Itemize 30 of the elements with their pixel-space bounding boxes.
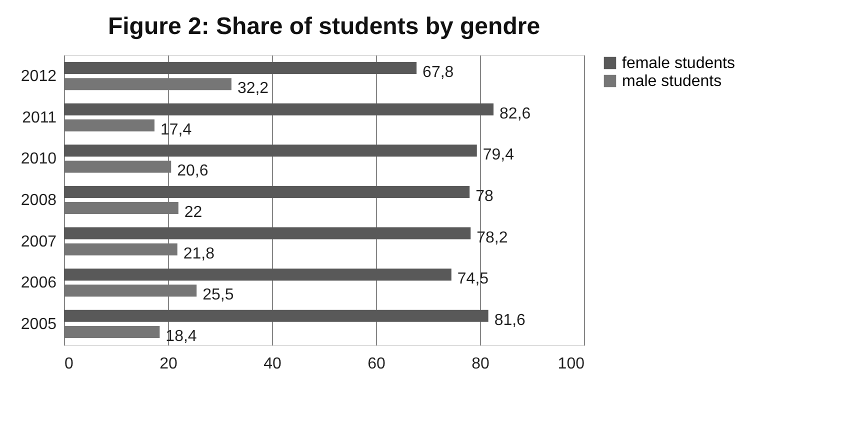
data-label: 74,5 [457,270,489,288]
data-label: 82,6 [500,105,531,122]
data-label: 32,2 [237,80,269,98]
chart-title: Figure 2: Share of students by gendre [108,13,540,40]
data-label: 18,4 [166,328,197,345]
y-tick-label: 2008 [20,192,57,209]
y-tick-label: 2005 [20,316,57,333]
data-label: 79,4 [482,146,514,164]
legend-label: male students [622,73,722,90]
data-label: 25,5 [202,286,234,304]
x-tick-label: 0 [64,356,74,372]
data-label: 22 [184,204,202,222]
y-tick-label: 2010 [20,150,57,168]
x-tick-label: 40 [264,356,282,372]
y-tick-label: 2007 [20,233,57,250]
y-tick-label: 2011 [22,109,57,126]
data-label: 20,6 [177,162,208,180]
data-label: 78,2 [476,229,508,246]
x-tick-label: 80 [472,356,490,372]
data-label: 81,6 [494,312,526,329]
y-tick-label: 2006 [20,274,57,292]
data-label: 78 [476,188,494,205]
data-label: 21,8 [183,245,215,262]
x-tick-label: 20 [160,356,178,372]
x-tick-label: 100 [558,356,585,372]
legend-label: female students [622,55,735,72]
data-label: 17,4 [160,121,192,138]
y-tick-label: 2012 [20,68,57,86]
x-tick-label: 60 [368,356,386,372]
data-label: 67,8 [422,64,454,82]
